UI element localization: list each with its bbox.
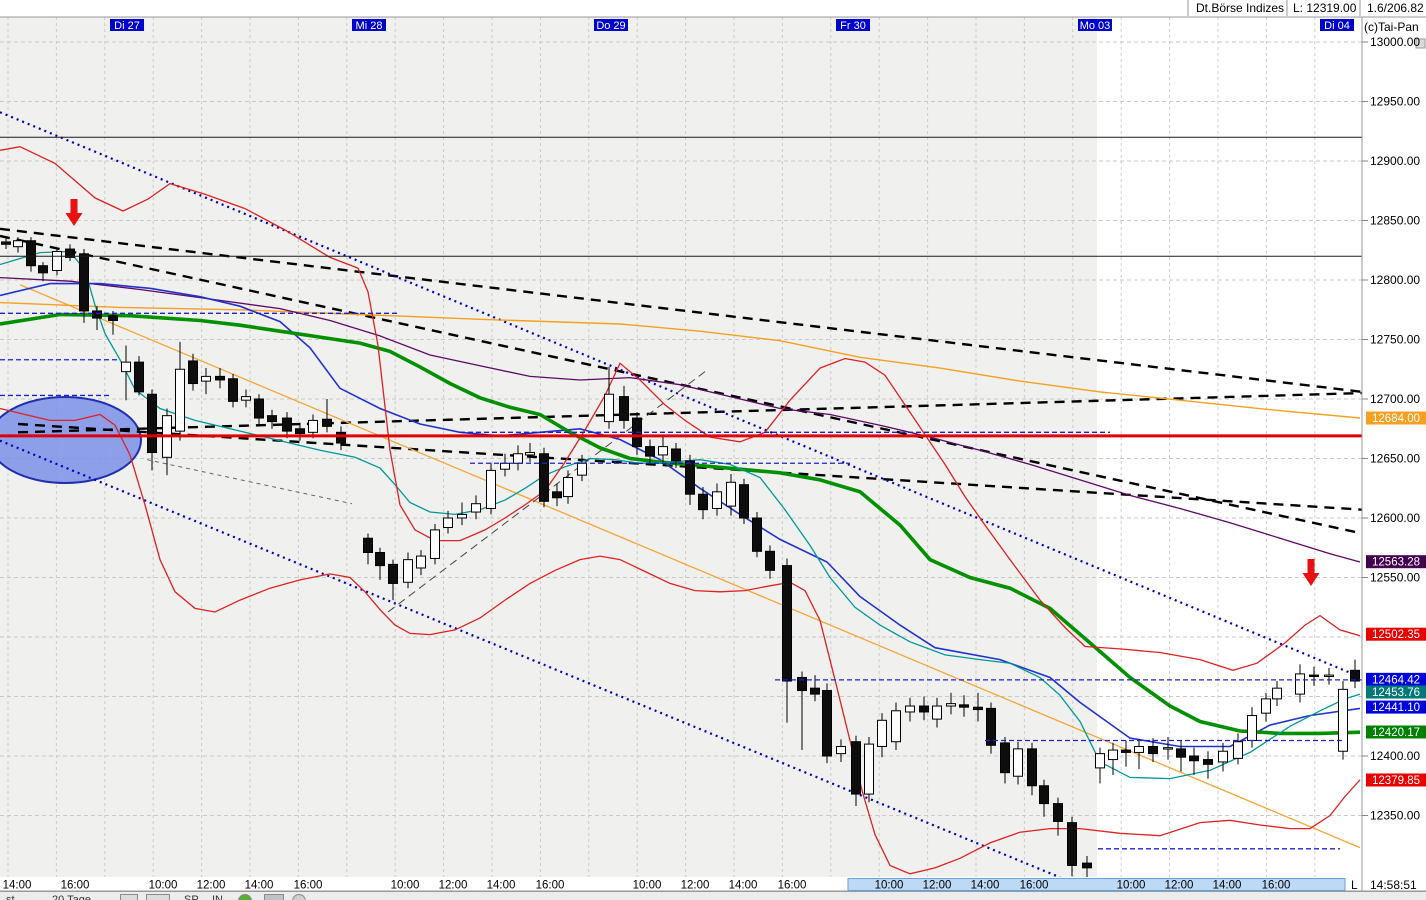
- last-price-label: L: 12319.00: [1293, 1, 1357, 15]
- svg-text:12700.00: 12700.00: [1370, 392, 1420, 406]
- svg-text:12850.00: 12850.00: [1370, 214, 1420, 228]
- svg-text:16:00: 16:00: [1262, 880, 1291, 892]
- svg-text:12:00: 12:00: [923, 880, 952, 892]
- sma-orange: [0, 301, 1361, 419]
- svg-text:12379.85: 12379.85: [1372, 775, 1420, 787]
- bollinger-lower: [0, 407, 1361, 875]
- svg-text:16:00: 16:00: [536, 880, 565, 892]
- svg-text:12950.00: 12950.00: [1370, 95, 1420, 109]
- svg-text:14:00: 14:00: [3, 880, 32, 892]
- svg-text:Di 27: Di 27: [114, 20, 140, 32]
- indicator-value-labels: 12684.00 12563.28 12502.35 12464.4212453.76…: [1366, 411, 1426, 787]
- svg-text:16:00: 16:00: [778, 880, 807, 892]
- svg-text:14:00: 14:00: [971, 880, 1000, 892]
- svg-text:10:00: 10:00: [149, 880, 178, 892]
- instrument-title: Dt.Börse Indizes: [1196, 1, 1285, 15]
- bottom-toolbar: st 20 Tage SP IN: [0, 891, 1426, 900]
- svg-text:10:00: 10:00: [391, 880, 420, 892]
- svg-text:12650.00: 12650.00: [1370, 452, 1420, 466]
- svg-text:12550.00: 12550.00: [1370, 571, 1420, 585]
- toolbar-button-sp[interactable]: SP: [184, 894, 199, 900]
- minor-falling-dash: [146, 459, 353, 505]
- svg-text:14:00: 14:00: [487, 880, 516, 892]
- dotted-channel-lower: [0, 439, 1061, 879]
- svg-text:14:00: 14:00: [1213, 880, 1242, 892]
- orange-diagonal: [19, 284, 1361, 849]
- toolbar-label-20tage[interactable]: 20 Tage: [52, 894, 91, 900]
- mid-channel-lower: [17, 422, 1363, 511]
- latest-marker: L: [1351, 878, 1358, 892]
- sma-blue: [0, 282, 1361, 748]
- svg-text:16:00: 16:00: [294, 880, 323, 892]
- svg-text:12502.35: 12502.35: [1372, 629, 1420, 641]
- ellipse-annotation: [0, 396, 142, 484]
- down-arrow-icon: [1302, 559, 1320, 586]
- svg-text:12400.00: 12400.00: [1370, 749, 1420, 763]
- circle-icon[interactable]: [292, 894, 306, 900]
- svg-text:12350.00: 12350.00: [1370, 809, 1420, 823]
- candlesticks: [1, 235, 1360, 879]
- svg-text:12800.00: 12800.00: [1370, 273, 1420, 287]
- svg-text:12563.28: 12563.28: [1372, 557, 1420, 569]
- svg-text:12:00: 12:00: [197, 880, 226, 892]
- price-axis: 12350.00 12400.00 12550.00 12600.00 12650.00…: [1362, 35, 1420, 823]
- svg-text:12900.00: 12900.00: [1370, 154, 1420, 168]
- grid-icon[interactable]: [120, 894, 138, 900]
- svg-text:Mo 03: Mo 03: [1080, 20, 1111, 32]
- svg-text:10:00: 10:00: [1117, 880, 1146, 892]
- svg-text:12750.00: 12750.00: [1370, 333, 1420, 347]
- svg-text:14:00: 14:00: [245, 880, 274, 892]
- sort-icon[interactable]: [146, 894, 170, 900]
- down-arrow-icon: [65, 199, 83, 226]
- printer-icon[interactable]: [264, 894, 284, 900]
- svg-text:12:00: 12:00: [681, 880, 710, 892]
- svg-text:12453.76: 12453.76: [1372, 687, 1420, 699]
- ratio-label: 1.6/206.82: [1367, 1, 1424, 15]
- sphere-icon[interactable]: [238, 894, 252, 900]
- time-range-selection-bar[interactable]: [847, 878, 1346, 891]
- svg-text:Di 04: Di 04: [1324, 20, 1350, 32]
- toolbar-button-in[interactable]: IN: [212, 894, 223, 900]
- svg-text:12464.42: 12464.42: [1372, 674, 1420, 686]
- svg-text:12420.17: 12420.17: [1372, 727, 1420, 739]
- svg-text:Do 29: Do 29: [596, 20, 625, 32]
- copyright-label: (c)Tai-Pan: [1364, 20, 1419, 34]
- svg-text:12:00: 12:00: [1165, 880, 1194, 892]
- svg-text:12:00: 12:00: [439, 880, 468, 892]
- toolbar-label-st[interactable]: st: [6, 894, 15, 900]
- sma-purple: [0, 276, 1361, 563]
- level-lines: [0, 136, 1362, 850]
- date-axis: Di 27 Mi 28 Do 29 Fr 30 Mo 03 Di 04: [110, 19, 1354, 32]
- gridlines: [0, 17, 1362, 877]
- dotted-channel-upper: [0, 111, 1351, 674]
- svg-text:12441.10: 12441.10: [1372, 702, 1420, 714]
- svg-text:13000.00: 13000.00: [1370, 35, 1420, 49]
- svg-text:10:00: 10:00: [875, 880, 904, 892]
- time-axis: 14:00 16:00 10:00 12:00 14:00 16:00 10:00 12:00…: [3, 880, 1291, 892]
- svg-text:10:00: 10:00: [633, 880, 662, 892]
- svg-text:Mi 28: Mi 28: [356, 20, 383, 32]
- svg-text:Fr 30: Fr 30: [840, 20, 866, 32]
- mid-channel-upper: [17, 391, 1363, 434]
- svg-text:16:00: 16:00: [1020, 880, 1049, 892]
- svg-text:12600.00: 12600.00: [1370, 511, 1420, 525]
- bollinger-upper: [0, 146, 1361, 671]
- svg-text:12684.00: 12684.00: [1372, 413, 1420, 425]
- svg-text:16:00: 16:00: [61, 880, 90, 892]
- session-clock: 14:58:51: [1370, 878, 1417, 892]
- svg-text:14:00: 14:00: [729, 880, 758, 892]
